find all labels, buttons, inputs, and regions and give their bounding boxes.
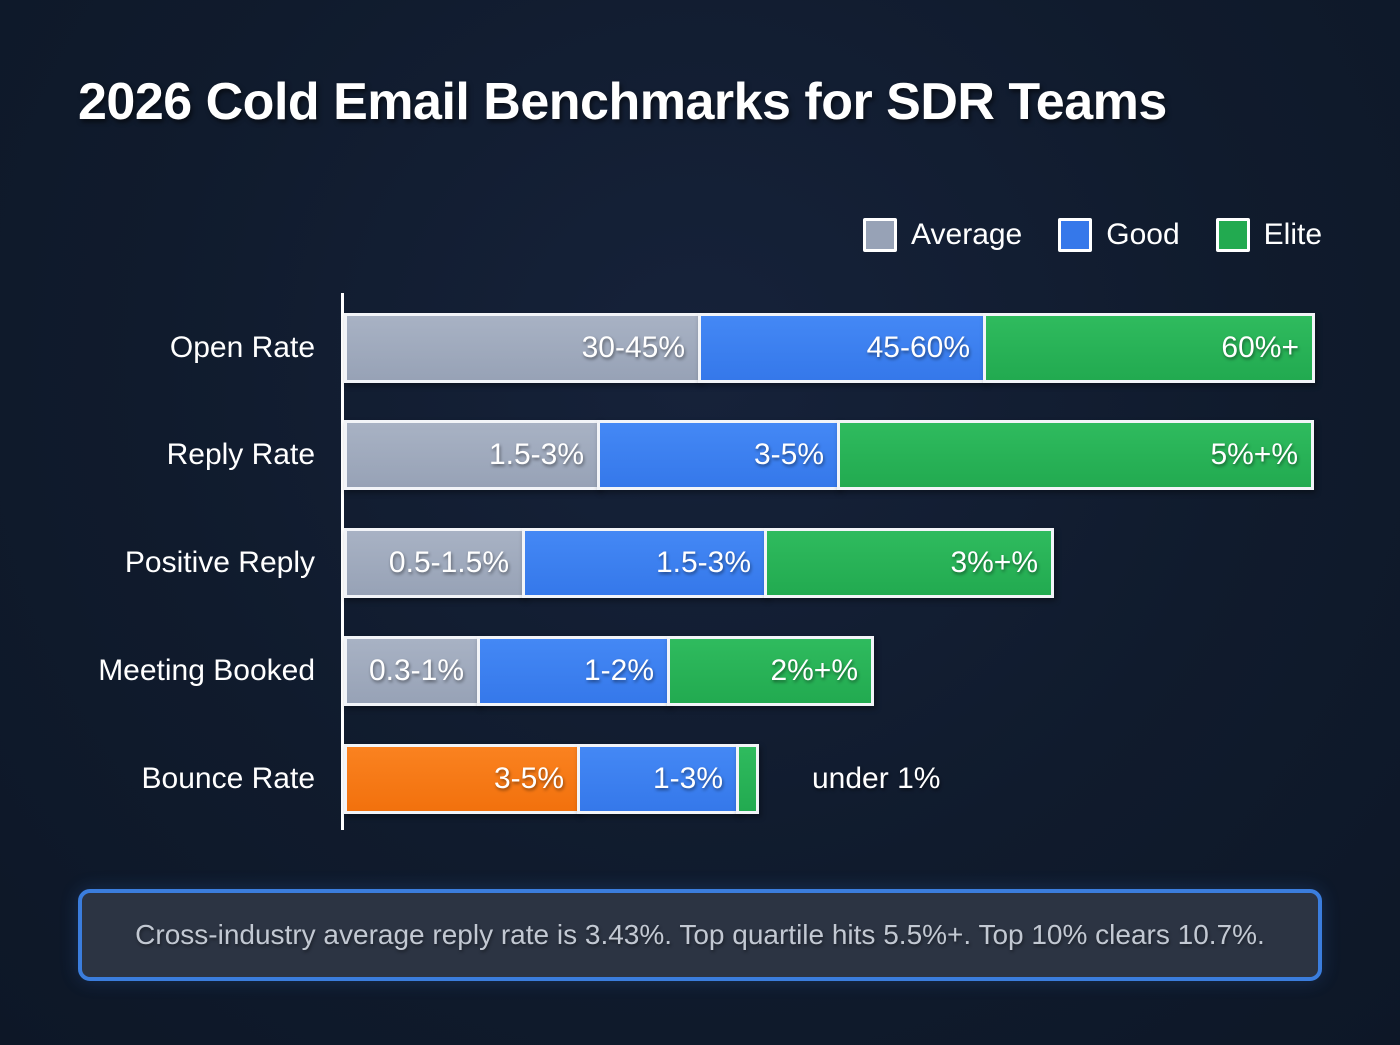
stacked-bar-reply-rate: 1.5-3% 3-5% 5%+%: [344, 420, 1314, 490]
stacked-bar-open-rate: 30-45% 45-60% 60%+: [344, 313, 1315, 383]
footnote-text: Cross-industry average reply rate is 3.4…: [135, 919, 1265, 950]
legend-label-elite: Elite: [1263, 218, 1322, 251]
row-label-positive-reply: Positive Reply: [124, 546, 315, 579]
bar-segment-label: 45-60%: [866, 331, 970, 364]
stacked-bar-positive-reply: 0.5-1.5% 1.5-3% 3%+%: [344, 528, 1054, 598]
stacked-bar-meeting-booked: 0.3-1% 1-2% 2%+%: [344, 636, 874, 706]
legend-label-average: Average: [911, 218, 1023, 251]
bar-segment-label: 3%+%: [950, 546, 1038, 579]
y-axis-line: [341, 293, 344, 830]
chart-row-reply-rate: Reply Rate 1.5-3% 3-5% 5%+%: [0, 420, 1400, 490]
chart-row-positive-reply: Positive Reply 0.5-1.5% 1.5-3% 3%+%: [0, 528, 1400, 598]
bar-segment-elite[interactable]: [736, 744, 759, 814]
bar-segment-average[interactable]: 0.3-1%: [344, 636, 480, 706]
legend-label-good: Good: [1106, 218, 1180, 251]
bar-segment-label: 1-2%: [583, 654, 654, 687]
bar-segment-label: 2%+%: [770, 654, 858, 687]
footnote-box: Cross-industry average reply rate is 3.4…: [78, 889, 1322, 981]
bar-segment-elite[interactable]: 5%+%: [837, 420, 1314, 490]
row-label-open-rate: Open Rate: [169, 331, 315, 364]
bar-segment-outside-label-elite: under 1%: [812, 762, 941, 795]
bar-segment-label: 1.5-3%: [655, 546, 751, 579]
bar-segment-average[interactable]: 30-45%: [344, 313, 701, 383]
bar-segment-label: 3-5%: [493, 762, 564, 795]
row-label-bounce-rate: Bounce Rate: [141, 762, 315, 795]
bar-segment-good[interactable]: 1.5-3%: [522, 528, 767, 598]
chart-row-open-rate: Open Rate 30-45% 45-60% 60%+: [0, 313, 1400, 383]
bar-segment-average[interactable]: 0.5-1.5%: [344, 528, 525, 598]
bar-segment-label: 5%+%: [1210, 438, 1298, 471]
bar-segment-label: 0.3-1%: [368, 654, 464, 687]
chart-legend: Average Good Elite: [863, 218, 1322, 252]
bar-segment-label: 30-45%: [581, 331, 685, 364]
bar-segment-good[interactable]: 1-2%: [477, 636, 670, 706]
bar-segment-good[interactable]: 1-3%: [577, 744, 739, 814]
bar-segment-label: 0.5-1.5%: [388, 546, 509, 579]
legend-swatch-average-icon: [863, 218, 898, 252]
bar-segment-label: 1.5-3%: [488, 438, 584, 471]
bar-segment-average[interactable]: 3-5%: [344, 744, 580, 814]
row-label-meeting-booked: Meeting Booked: [98, 654, 315, 687]
chart-row-meeting-booked: Meeting Booked 0.3-1% 1-2% 2%+%: [0, 636, 1400, 706]
bar-segment-good[interactable]: 45-60%: [698, 313, 986, 383]
bar-segment-elite[interactable]: 3%+%: [764, 528, 1054, 598]
legend-item-average[interactable]: Average: [863, 218, 1022, 252]
legend-item-elite[interactable]: Elite: [1215, 218, 1322, 252]
page-title: 2026 Cold Email Benchmarks for SDR Teams: [78, 73, 1167, 131]
bar-segment-label: 1-3%: [652, 762, 723, 795]
chart-row-bounce-rate: Bounce Rate 3-5% 1-3% under 1%: [0, 744, 1400, 814]
bar-segment-elite[interactable]: 2%+%: [667, 636, 874, 706]
bar-segment-average[interactable]: 1.5-3%: [344, 420, 600, 490]
bar-segment-elite[interactable]: 60%+: [983, 313, 1315, 383]
row-label-reply-rate: Reply Rate: [166, 438, 315, 471]
stacked-bar-bounce-rate: 3-5% 1-3%: [344, 744, 759, 814]
legend-swatch-elite-icon: [1215, 218, 1250, 252]
bar-segment-label: 3-5%: [753, 438, 824, 471]
bar-segment-label: 60%+: [1221, 331, 1299, 364]
bar-segment-good[interactable]: 3-5%: [597, 420, 840, 490]
legend-item-good[interactable]: Good: [1058, 218, 1180, 252]
legend-swatch-good-icon: [1058, 218, 1093, 252]
